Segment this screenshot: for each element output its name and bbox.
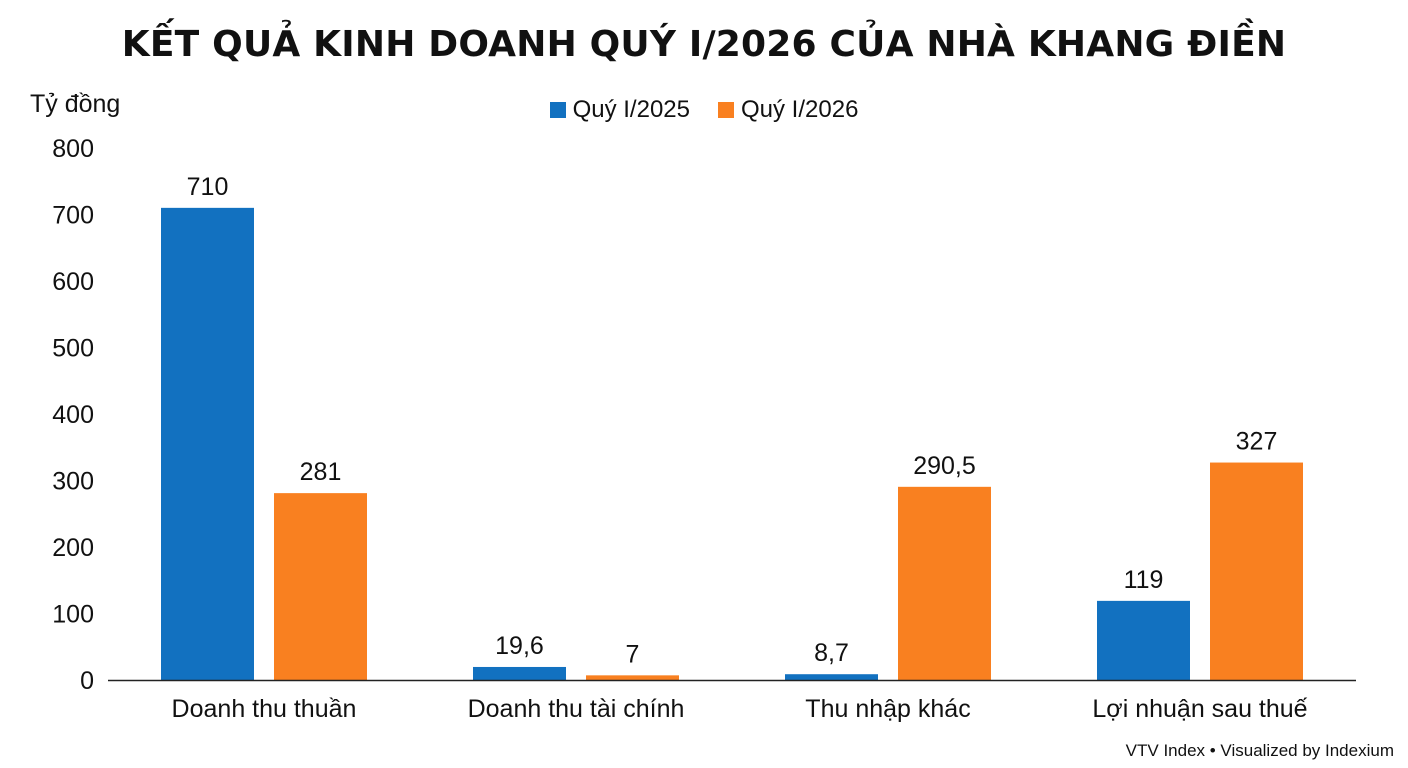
chart-title: KẾT QUẢ KINH DOANH QUÝ I/2026 CỦA NHÀ KH…	[121, 24, 1287, 65]
data-label-series-2-cat-3: 290,5	[913, 452, 976, 480]
y-tick-label-500: 500	[52, 335, 94, 363]
data-label-series-2-cat-4: 327	[1236, 428, 1278, 456]
bar-series-1-cat-3	[785, 674, 878, 680]
data-label-series-1-cat-4: 119	[1124, 566, 1164, 594]
legend-swatch-series-1	[549, 102, 566, 118]
legend-label-series-2: Quý I/2026	[741, 96, 859, 123]
bar-series-2-cat-1	[274, 493, 367, 680]
data-label-series-1-cat-2: 19,6	[495, 632, 544, 660]
bar-series-1-cat-4	[1097, 600, 1190, 680]
y-tick-label-200: 200	[52, 534, 94, 562]
y-tick-label-400: 400	[52, 401, 94, 429]
bar-series-2-cat-4	[1210, 462, 1303, 680]
legend-item-series-2: Quý I/2026	[718, 96, 858, 124]
x-category-label-2: Doanh thu tài chính	[468, 695, 685, 723]
legend-label-series-1: Quý I/2025	[572, 96, 690, 123]
legend-swatch-series-2	[718, 102, 734, 118]
y-tick-label-600: 600	[52, 268, 94, 296]
data-label-series-1-cat-1: 710	[187, 173, 229, 201]
data-label-series-1-cat-3: 8,7	[814, 639, 849, 667]
y-tick-label-800: 800	[52, 135, 94, 163]
x-category-label-4: Lợi nhuận sau thuế	[1092, 695, 1307, 723]
legend: Quý I/2025 Quý I/2026	[0, 96, 1408, 124]
y-tick-label-100: 100	[52, 601, 94, 629]
y-tick-label-0: 0	[80, 667, 94, 695]
x-category-label-1: Doanh thu thuần	[172, 695, 357, 723]
y-tick-label-300: 300	[52, 468, 94, 496]
bar-series-2-cat-3	[898, 486, 991, 680]
footer-source: VTV Index • Visualized by Indexium	[1125, 741, 1394, 760]
bar-series-2-cat-2	[586, 675, 679, 680]
data-label-series-2-cat-1: 281	[300, 458, 342, 486]
y-tick-label-700: 700	[52, 202, 94, 230]
y-axis-unit-label: Tỷ đồng	[30, 90, 121, 118]
data-label-series-2-cat-2: 7	[626, 640, 640, 668]
bar-series-1-cat-1	[161, 207, 254, 680]
bar-series-1-cat-2	[473, 666, 566, 680]
x-category-label-3: Thu nhập khác	[805, 695, 970, 723]
legend-item-series-1: Quý I/2025	[549, 96, 690, 124]
